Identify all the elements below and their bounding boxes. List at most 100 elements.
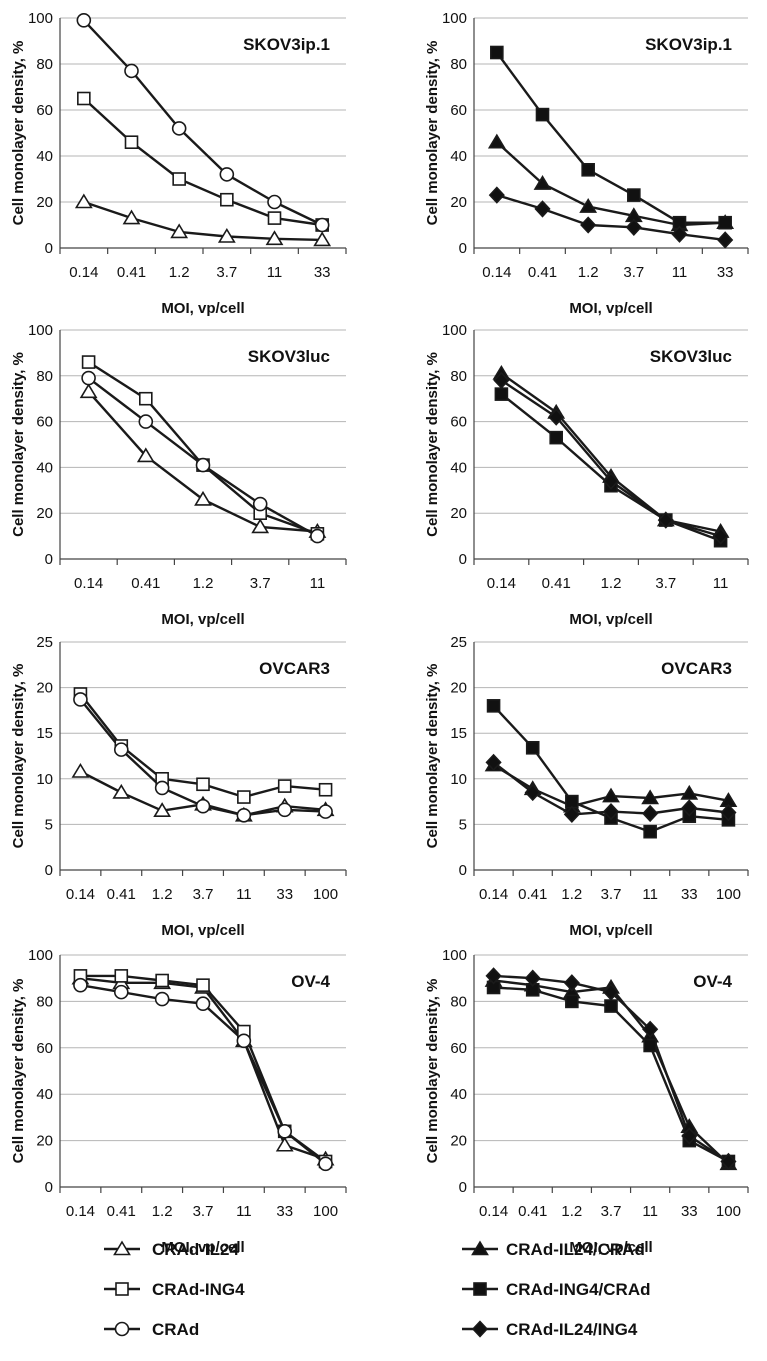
data-point (602, 787, 620, 803)
data-point (718, 215, 732, 230)
data-point (548, 408, 565, 426)
x-axis-label: MOI, vp/cell (569, 611, 652, 628)
legend-label: CRAd-ING4/CRAd (506, 1280, 651, 1299)
x-tick-label: 11 (310, 575, 326, 592)
x-tick-label: 11 (672, 264, 688, 281)
data-point (657, 511, 674, 529)
data-point (524, 783, 541, 802)
data-point (314, 217, 330, 233)
data-point (124, 135, 139, 149)
legend-item: CRAd-IL24/CRAd (462, 1240, 645, 1259)
chart-panel: 0 5 10 15 20 25 0.14 0.41 1.2 3.7 11 33 100 MOI, vp/c… (10, 634, 347, 939)
data-point (71, 762, 90, 778)
x-tick-label: 1.2 (601, 575, 622, 592)
legend-marker (114, 1321, 130, 1337)
chart-title: SKOV3luc (248, 347, 330, 366)
y-tick-label: 20 (450, 194, 467, 211)
data-point (671, 225, 688, 243)
x-axis-label: MOI, vp/cell (161, 611, 244, 628)
data-point (154, 780, 170, 796)
x-axis-label: MOI, vp/cell (161, 300, 244, 317)
data-point (153, 802, 172, 818)
x-tick-label: 0.41 (542, 575, 571, 592)
data-point (524, 969, 541, 987)
y-tick-label: 60 (36, 1040, 53, 1057)
x-tick-label: 0.14 (66, 1203, 95, 1220)
y-tick-label: 60 (450, 102, 467, 119)
legend-marker (471, 1240, 489, 1256)
x-tick-label: 3.7 (216, 264, 237, 281)
legend-label: CRAd-IL24 (152, 1240, 239, 1259)
y-tick-label: 5 (45, 816, 53, 833)
x-tick-label: 100 (716, 886, 741, 903)
data-point (643, 1038, 657, 1053)
x-tick-label: 0.14 (66, 886, 95, 903)
y-tick-label: 15 (450, 725, 467, 742)
data-point (681, 1127, 698, 1145)
x-tick-label: 11 (642, 1203, 658, 1220)
data-point (534, 200, 551, 218)
data-point (642, 1020, 659, 1038)
y-tick-label: 100 (442, 10, 467, 27)
x-axis-label: MOI, vp/cell (161, 1239, 244, 1256)
legend-item: CRAd-ING4/CRAd (462, 1280, 651, 1299)
y-tick-label: 40 (450, 459, 467, 476)
x-tick-label: 3.7 (601, 886, 622, 903)
x-tick-label: 0.41 (528, 264, 557, 281)
y-tick-label: 10 (36, 771, 53, 788)
legend-label: CRAd-ING4 (152, 1280, 245, 1299)
x-axis-label: MOI, vp/cell (569, 1239, 652, 1256)
data-point (170, 223, 189, 239)
data-point (318, 782, 333, 797)
y-tick-label: 100 (28, 322, 53, 339)
x-tick-label: 0.41 (518, 1203, 547, 1220)
x-tick-label: 0.14 (69, 264, 98, 281)
x-tick-label: 11 (267, 264, 283, 281)
x-tick-label: 0.14 (487, 575, 516, 592)
data-point (490, 45, 504, 60)
data-point (563, 805, 580, 824)
chart-title: SKOV3luc (650, 347, 732, 366)
x-tick-label: 0.41 (117, 264, 146, 281)
data-point (124, 63, 139, 79)
y-tick-label: 20 (36, 505, 53, 522)
x-tick-label: 0.41 (131, 575, 160, 592)
y-axis-label: Cell monolayer density, % (424, 352, 441, 537)
data-point (114, 969, 129, 983)
data-point (494, 387, 509, 401)
data-point (563, 974, 580, 992)
x-axis-label: MOI, vp/cell (161, 922, 244, 939)
y-tick-label: 60 (450, 414, 467, 431)
y-tick-label: 20 (450, 1133, 467, 1150)
data-point (525, 740, 540, 755)
x-axis-label: MOI, vp/cell (569, 922, 652, 939)
series-line (495, 141, 726, 227)
chart-title: OV-4 (693, 972, 732, 991)
y-tick-label: 20 (36, 194, 53, 211)
data-point (77, 91, 91, 106)
data-point (643, 824, 657, 839)
legend-item: CRAd-IL24/ING4 (462, 1320, 638, 1339)
series-line (82, 97, 323, 227)
y-tick-label: 80 (450, 368, 467, 385)
y-tick-label: 0 (459, 551, 467, 568)
y-tick-label: 80 (36, 993, 53, 1010)
x-tick-label: 0.41 (518, 886, 547, 903)
y-tick-label: 40 (36, 1086, 53, 1103)
legend-marker (115, 1282, 129, 1296)
x-tick-label: 3.7 (601, 1203, 622, 1220)
y-tick-label: 80 (450, 56, 467, 73)
x-tick-label: 33 (276, 1203, 293, 1220)
x-tick-label: 3.7 (623, 264, 644, 281)
x-tick-label: 0.14 (479, 886, 508, 903)
legend-label: CRAd-IL24/CRAd (506, 1240, 645, 1259)
y-tick-label: 0 (45, 862, 53, 879)
y-tick-label: 60 (36, 414, 53, 431)
x-tick-label: 3.7 (193, 886, 214, 903)
y-axis-label: Cell monolayer density, % (10, 352, 27, 537)
y-tick-label: 80 (450, 993, 467, 1010)
y-tick-label: 60 (450, 1040, 467, 1057)
y-tick-label: 0 (45, 1179, 53, 1196)
data-point (112, 783, 131, 799)
